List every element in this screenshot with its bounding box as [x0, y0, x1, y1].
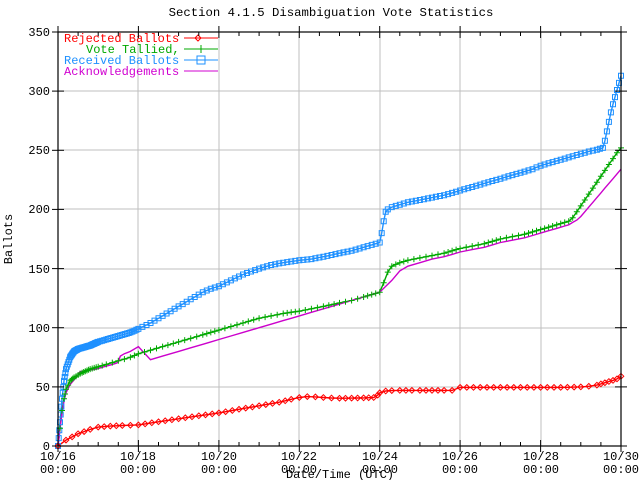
- svg-text:350: 350: [28, 26, 50, 40]
- svg-text:Section 4.1.5 Disambiguation V: Section 4.1.5 Disambiguation Vote Statis…: [169, 6, 494, 20]
- svg-text:10/28: 10/28: [523, 450, 559, 464]
- svg-text:Acknowledgements: Acknowledgements: [64, 65, 179, 79]
- svg-text:10/30: 10/30: [603, 450, 639, 464]
- svg-text:Ballots: Ballots: [2, 214, 16, 264]
- svg-text:00:00: 00:00: [603, 463, 639, 477]
- svg-text:200: 200: [28, 203, 50, 217]
- svg-text:00:00: 00:00: [40, 463, 76, 477]
- svg-text:250: 250: [28, 144, 50, 158]
- svg-text:10/16: 10/16: [40, 450, 76, 464]
- svg-text:00:00: 00:00: [523, 463, 559, 477]
- svg-text:50: 50: [36, 381, 50, 395]
- svg-text:00:00: 00:00: [442, 463, 478, 477]
- svg-text:Date/Time (UTC): Date/Time (UTC): [286, 468, 394, 480]
- svg-text:00:00: 00:00: [201, 463, 237, 477]
- svg-text:300: 300: [28, 85, 50, 99]
- svg-text:00:00: 00:00: [120, 463, 156, 477]
- svg-text:150: 150: [28, 263, 50, 277]
- svg-text:10/22: 10/22: [281, 450, 317, 464]
- svg-text:100: 100: [28, 322, 50, 336]
- svg-text:10/24: 10/24: [362, 450, 398, 464]
- svg-text:10/26: 10/26: [442, 450, 478, 464]
- svg-text:10/18: 10/18: [120, 450, 156, 464]
- svg-text:10/20: 10/20: [201, 450, 237, 464]
